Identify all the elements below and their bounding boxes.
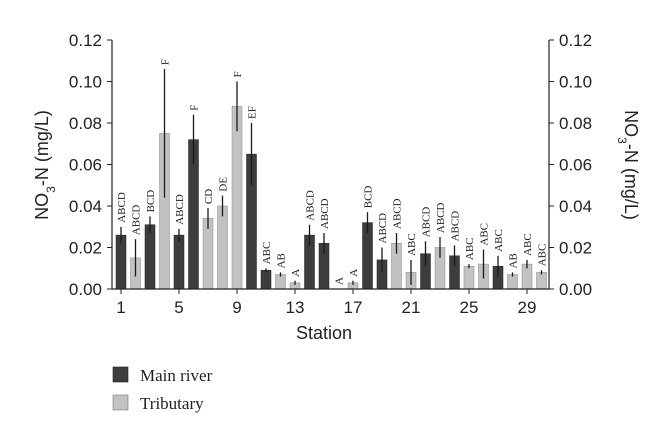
bar-station-11 — [260, 270, 272, 290]
y-tick-label-left-4: 0.08 — [69, 114, 102, 133]
y-tick-label-left-3: 0.06 — [69, 156, 102, 175]
y-tick-label-left-2: 0.04 — [69, 197, 102, 216]
y-tick-label-right-6: 0.12 — [559, 31, 592, 50]
significance-label-station-14: ABCD — [305, 190, 317, 221]
y-tick-label-right-1: 0.02 — [559, 239, 592, 258]
x-tick-label-5: 21 — [402, 298, 421, 317]
significance-label-station-25: ABC — [464, 237, 476, 260]
x-axis-title: Station — [296, 323, 352, 343]
significance-label-station-6: F — [189, 105, 201, 111]
x-tick-label-7: 29 — [518, 298, 537, 317]
bar-station-25 — [463, 265, 475, 290]
x-tick-label-4: 17 — [344, 298, 363, 317]
y-tick-label-right-2: 0.04 — [559, 197, 592, 216]
y-tick-label-left-1: 0.02 — [69, 239, 102, 258]
legend-label-tributary: Tributary — [140, 394, 204, 413]
significance-label-station-26: ABC — [479, 223, 491, 246]
bar-station-7 — [202, 218, 214, 290]
bar-station-28 — [507, 274, 518, 290]
legend-swatch-tributary — [112, 394, 129, 411]
significance-label-station-5: ABCD — [174, 194, 186, 225]
y-tick-label-left-5: 0.10 — [69, 73, 102, 92]
x-tick-label-3: 13 — [286, 298, 305, 317]
y-tick-label-left-0: 0.00 — [69, 280, 102, 299]
significance-label-station-15: ABCD — [319, 198, 331, 229]
significance-label-station-11: ABC — [261, 242, 273, 265]
significance-label-station-7: CD — [203, 189, 215, 204]
significance-label-station-9: F — [232, 71, 244, 77]
bar-station-8 — [217, 205, 228, 290]
significance-label-station-23: ABCD — [435, 202, 447, 233]
y-axis-title-left: NO3-N (mg/L) — [32, 110, 58, 220]
y-tick-label-right-0: 0.00 — [559, 280, 592, 299]
significance-label-station-2: ABCD — [131, 205, 143, 236]
significance-label-station-13: A — [290, 269, 302, 277]
significance-label-station-29: ABC — [522, 233, 534, 256]
y-tick-label-right-5: 0.10 — [559, 73, 592, 92]
legend-swatch-main-river — [112, 366, 129, 383]
significance-label-station-24: ABCD — [450, 211, 462, 242]
significance-label-station-10: EF — [247, 106, 259, 119]
significance-label-station-17: A — [348, 269, 360, 277]
x-tick-label-2: 9 — [232, 298, 241, 317]
significance-label-station-21: ABC — [406, 233, 418, 256]
significance-label-station-1: ABCD — [116, 192, 128, 223]
significance-label-station-30: ABC — [537, 244, 549, 267]
bar-station-9 — [231, 106, 243, 290]
x-tick-label-0: 1 — [116, 298, 125, 317]
bar-station-3 — [144, 224, 156, 290]
significance-label-station-4: F — [160, 59, 172, 65]
significance-label-station-20: ABCD — [392, 198, 404, 229]
bar-station-12 — [275, 274, 286, 290]
significance-label-station-27: ABC — [493, 229, 505, 252]
y-tick-label-right-4: 0.08 — [559, 114, 592, 133]
significance-label-station-3: BCD — [145, 190, 157, 213]
x-tick-label-1: 5 — [174, 298, 183, 317]
significance-label-station-19: ABCD — [377, 213, 389, 244]
y-tick-label-right-3: 0.06 — [559, 156, 592, 175]
significance-label-station-18: BCD — [363, 186, 375, 209]
x-tick-label-6: 25 — [460, 298, 479, 317]
bar-station-30 — [536, 272, 547, 290]
y-axis-title-right: NO3-N (mg/L) — [615, 110, 641, 220]
significance-label-station-16: A — [334, 277, 346, 285]
legend-label-main-river: Main river — [140, 366, 213, 385]
significance-label-station-22: ABCD — [421, 207, 433, 238]
significance-label-station-8: DE — [218, 177, 230, 192]
significance-label-station-28: AB — [508, 253, 520, 268]
axes-layer: 0.00 0.00 0.02 0.02 0.04 0.04 0.06 0.06 0.08 0.08… — [69, 31, 592, 317]
y-tick-label-left-6: 0.12 — [69, 31, 102, 50]
bar-station-5 — [173, 234, 185, 290]
significance-label-station-12: AB — [276, 253, 288, 268]
bars-layer — [115, 69, 547, 290]
legend: Main river Tributary — [112, 366, 213, 413]
